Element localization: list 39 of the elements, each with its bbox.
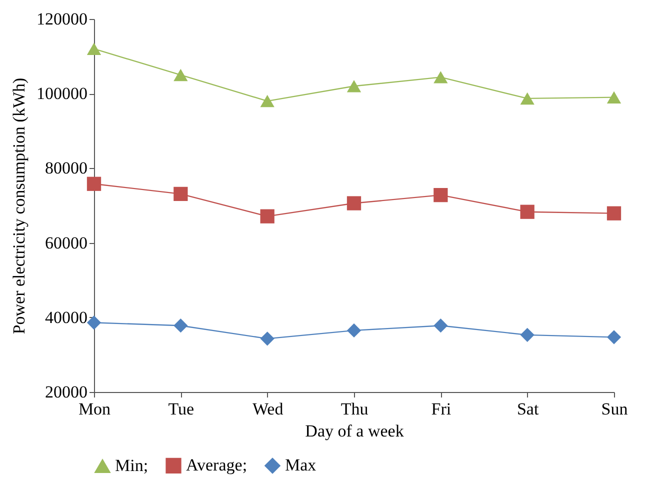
point: [346, 196, 362, 210]
x-tick-label: Sat: [516, 400, 539, 418]
y-tick-label: 40000: [45, 308, 88, 327]
point: [606, 91, 622, 104]
point: [606, 206, 622, 220]
y-tick-label: 80000: [45, 158, 88, 178]
y-tick-label: 100000: [36, 84, 88, 104]
legend-label: Average;: [186, 456, 248, 475]
x-tick-label: Mon: [78, 400, 112, 418]
x-tick-label: Fri: [431, 400, 452, 418]
point: [520, 204, 534, 219]
point: [606, 330, 622, 344]
x-tick-label: Wed: [252, 400, 284, 418]
x-tick-label: Tue: [168, 400, 194, 418]
point: [260, 209, 274, 224]
x-tick-label: Sun: [601, 400, 628, 418]
y-tick-label: 120000: [36, 10, 88, 28]
y-axis-title: Power electricity consumption (kWh): [10, 78, 28, 334]
point: [346, 323, 362, 338]
point: [520, 328, 534, 342]
x-axis-title: Day of a week: [305, 422, 404, 440]
y-tick-label: 20000: [45, 382, 88, 402]
x-tick-label: Thu: [340, 400, 369, 418]
point: [434, 318, 448, 333]
point: [174, 318, 188, 333]
point: [346, 80, 362, 92]
y-tick-label: 60000: [45, 233, 88, 252]
point: [434, 188, 448, 202]
point: [260, 94, 274, 108]
point: [174, 186, 188, 202]
point: [434, 71, 448, 84]
point: [86, 316, 102, 330]
point: [86, 176, 102, 191]
legend-label: Min;: [115, 456, 148, 476]
point: [174, 68, 188, 82]
point: [520, 92, 534, 105]
legend-label: Max: [285, 456, 317, 475]
point: [260, 332, 274, 346]
point: [86, 42, 102, 55]
